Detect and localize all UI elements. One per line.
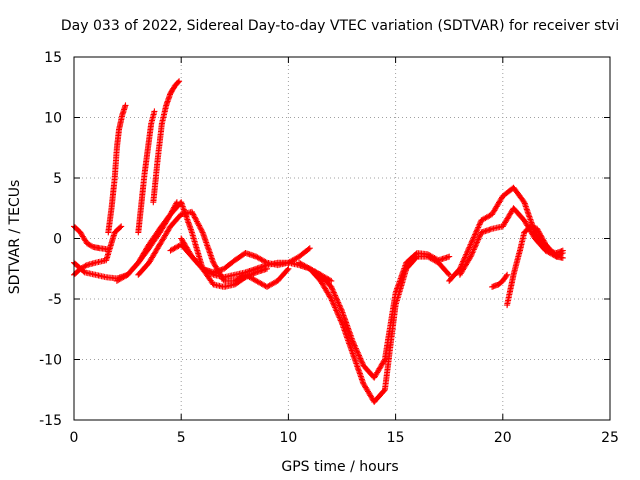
x-tick-labels: 0 5 10 15 20 25 [70, 430, 619, 446]
series-arc-n-markers [456, 205, 566, 278]
x-tick-label: 25 [601, 430, 619, 446]
series-arc-l-markers [306, 250, 453, 381]
y-tick-label: 5 [53, 171, 62, 187]
y-tick-labels: -15 -10 -5 0 5 10 15 [39, 50, 62, 429]
series-arc-e-markers [150, 78, 183, 206]
series-arc-o-markers [489, 271, 511, 290]
x-tick-label: 10 [279, 430, 297, 446]
chart-title: Day 033 of 2022, Sidereal Day-to-day VTE… [61, 18, 619, 34]
data-markers [71, 78, 566, 405]
y-tick-label: -10 [39, 353, 62, 369]
x-tick-label: 15 [387, 430, 405, 446]
x-tick-label: 5 [177, 430, 186, 446]
x-tick-label: 0 [70, 430, 79, 446]
y-tick-label: 10 [44, 111, 62, 127]
series-arc-c-markers [105, 102, 129, 236]
y-axis-label: SDTVAR / TECUs [7, 180, 23, 295]
plot-frame [73, 56, 611, 421]
x-tick-label: 20 [494, 430, 512, 446]
grid-lines [74, 57, 610, 420]
x-axis-label: GPS time / hours [281, 459, 398, 475]
series-arc-b-markers [71, 223, 112, 253]
y-tick-label: -5 [48, 292, 62, 308]
series-arc-d-markers [135, 108, 158, 236]
y-tick-label: 15 [44, 50, 62, 66]
y-tick-label: -15 [39, 413, 62, 429]
series-arc-p-markers [504, 223, 566, 309]
y-tick-label: 0 [53, 232, 62, 248]
